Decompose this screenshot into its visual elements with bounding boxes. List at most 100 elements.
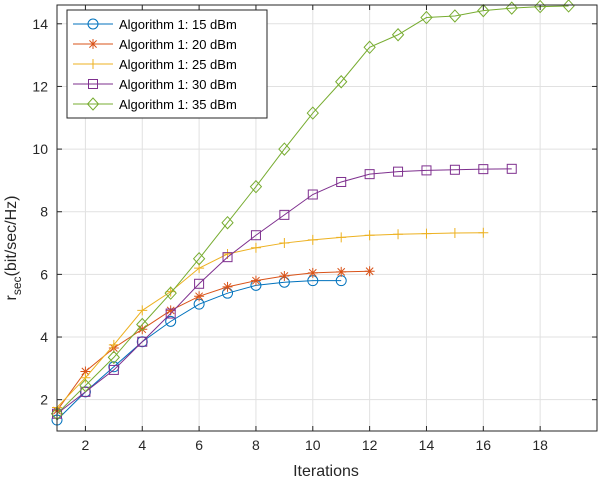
legend-marker <box>86 97 100 111</box>
data-point <box>250 230 261 241</box>
y-axis-label: rsec(bit/sec/Hz) <box>3 196 24 301</box>
data-point <box>137 336 148 347</box>
data-point <box>108 364 119 375</box>
series-line <box>56 5 569 415</box>
data-point <box>449 228 460 239</box>
data-point <box>307 267 318 278</box>
data-point <box>562 0 575 13</box>
x-tick-label: 12 <box>362 437 378 453</box>
data-point <box>364 169 375 180</box>
x-tick-label: 10 <box>305 437 321 453</box>
series-layer <box>50 0 575 426</box>
x-tick-label: 6 <box>195 437 203 453</box>
y-tick-label: 4 <box>40 329 48 345</box>
legend-entry: Algorithm 1: 15 dBm <box>73 17 237 32</box>
data-point <box>108 339 119 350</box>
legend-label: Algorithm 1: 35 dBm <box>119 97 237 112</box>
legend-label: Algorithm 1: 30 dBm <box>119 77 237 92</box>
data-point <box>477 3 490 18</box>
data-point <box>478 164 489 175</box>
legend-label: Algorithm 1: 20 dBm <box>119 37 237 52</box>
data-point <box>79 378 92 393</box>
data-point <box>221 215 234 230</box>
series-line <box>56 280 342 421</box>
data-point <box>249 179 263 194</box>
legend-label: Algorithm 1: 15 dBm <box>119 17 237 32</box>
data-point <box>165 315 177 327</box>
series-line <box>56 168 512 415</box>
y-tick-label: 12 <box>32 78 48 94</box>
legend-marker <box>87 18 99 30</box>
y-tick-label: 14 <box>32 16 48 32</box>
data-point <box>449 164 460 175</box>
axes: 2 4 6 8 10 12 14 16 18 2 4 6 8 10 12 14 <box>32 4 598 453</box>
data-point <box>80 366 91 377</box>
legend-marker <box>88 59 98 69</box>
series-4 <box>52 163 517 419</box>
x-tick-label: 16 <box>476 437 492 453</box>
legend-entry: Algorithm 1: 30 dBm <box>73 77 237 92</box>
data-point <box>478 227 489 238</box>
plot-frame <box>56 4 598 432</box>
legend-marker <box>88 39 98 49</box>
y-tick-label: 10 <box>32 141 48 157</box>
series-2 <box>52 266 375 416</box>
data-point <box>80 386 91 397</box>
data-point <box>307 189 318 200</box>
legend: Algorithm 1: 15 dBm Algorithm 1: 20 dBm Al… <box>66 9 268 119</box>
data-point <box>279 238 290 249</box>
data-point <box>194 291 205 302</box>
x-tick-label: 14 <box>419 437 435 453</box>
legend-entry: Algorithm 1: 35 dBm <box>73 97 237 112</box>
data-point <box>505 1 518 15</box>
data-point <box>306 106 319 120</box>
data-point <box>448 9 462 23</box>
data-point <box>80 372 91 383</box>
data-point <box>364 230 375 241</box>
data-point <box>250 242 261 253</box>
data-point <box>136 317 149 332</box>
data-point <box>222 281 233 292</box>
x-tick-label: 4 <box>138 437 146 453</box>
data-point <box>335 75 348 89</box>
x-tick-label: 18 <box>532 437 548 453</box>
data-point <box>307 234 318 245</box>
data-point <box>107 350 121 365</box>
data-point <box>364 266 375 277</box>
series-3 <box>52 227 489 413</box>
data-point <box>165 305 176 316</box>
y-tick-label: 6 <box>40 266 48 282</box>
legend-entry: Algorithm 1: 20 dBm <box>73 37 237 52</box>
series-line <box>56 232 484 408</box>
data-point <box>164 286 177 300</box>
data-point <box>165 286 176 297</box>
x-axis-label: Iterations <box>293 463 359 480</box>
data-point <box>192 251 206 266</box>
data-point <box>137 324 148 335</box>
legend-marker <box>88 79 98 89</box>
data-point <box>363 40 376 55</box>
data-point <box>420 10 433 25</box>
data-point <box>421 228 432 239</box>
series-line <box>56 270 370 411</box>
data-point <box>194 278 205 289</box>
data-point <box>137 305 148 316</box>
y-tick-label: 2 <box>40 392 48 408</box>
legend-label: Algorithm 1: 25 dBm <box>119 57 237 72</box>
data-point <box>279 270 290 281</box>
data-point <box>222 252 233 263</box>
data-point <box>391 28 405 42</box>
data-point <box>336 176 347 187</box>
y-tick-label: 8 <box>40 204 48 220</box>
x-tick-label: 2 <box>82 437 90 453</box>
data-point <box>421 165 432 176</box>
data-point <box>279 209 290 220</box>
data-point <box>336 266 347 277</box>
x-tick-label: 8 <box>252 437 260 453</box>
data-point <box>165 308 176 319</box>
data-point <box>250 275 261 286</box>
data-point <box>393 166 404 177</box>
data-point <box>506 163 517 174</box>
data-point <box>393 229 404 240</box>
